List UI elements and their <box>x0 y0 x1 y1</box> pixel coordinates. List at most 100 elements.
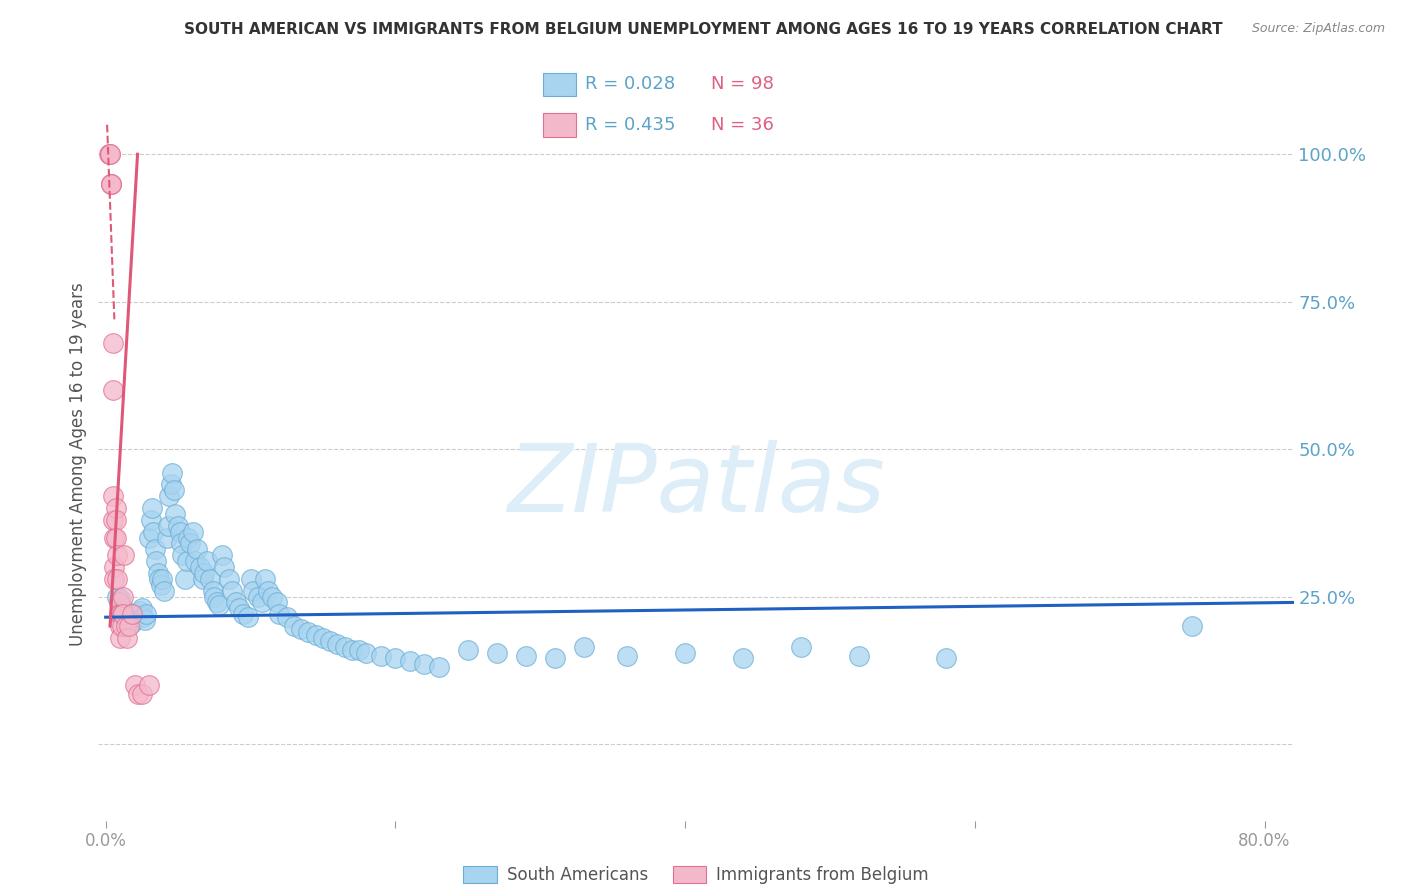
Point <box>232 607 254 622</box>
Point <box>208 599 231 613</box>
Point <box>193 566 215 580</box>
Point <box>848 648 870 663</box>
Point <box>112 601 135 615</box>
Point <box>1181 619 1204 633</box>
Legend: South Americans, Immigrants from Belgium: South Americans, Immigrants from Belgium <box>457 859 935 891</box>
Point <box>162 466 184 480</box>
Point <box>202 590 225 604</box>
Point <box>221 583 243 598</box>
Point <box>257 583 280 598</box>
Point <box>228 601 250 615</box>
Point <box>276 610 298 624</box>
Point <box>184 554 207 568</box>
Point <box>104 531 127 545</box>
Point <box>198 572 221 586</box>
Point <box>211 548 233 562</box>
Point <box>108 631 131 645</box>
Point <box>127 687 149 701</box>
Point <box>370 648 392 663</box>
Point <box>100 177 122 191</box>
Point <box>101 335 124 350</box>
Point <box>121 607 143 622</box>
Point <box>127 608 149 623</box>
Point <box>107 595 129 609</box>
Y-axis label: Unemployment Among Ages 16 to 19 years: Unemployment Among Ages 16 to 19 years <box>69 282 87 646</box>
Point <box>413 657 436 672</box>
Point <box>157 489 180 503</box>
Text: N = 36: N = 36 <box>711 116 775 134</box>
Point <box>246 590 269 604</box>
Point <box>145 554 167 568</box>
Point <box>103 572 125 586</box>
Point <box>103 531 125 545</box>
Point <box>148 572 170 586</box>
Bar <box>543 72 576 96</box>
Point <box>269 607 291 622</box>
Point <box>399 654 422 668</box>
Point <box>131 601 153 615</box>
Point <box>297 624 319 639</box>
Bar <box>543 113 576 137</box>
Point <box>427 660 450 674</box>
Point <box>172 548 194 562</box>
Point <box>118 619 141 633</box>
Point <box>105 590 128 604</box>
Point <box>176 554 198 568</box>
Point <box>163 483 186 498</box>
Point <box>195 554 218 568</box>
Point <box>250 595 273 609</box>
Point <box>104 513 127 527</box>
Point <box>616 648 638 663</box>
Point <box>103 560 125 574</box>
Point <box>100 177 122 191</box>
Point <box>104 501 127 516</box>
Point <box>108 619 131 633</box>
Point <box>935 651 957 665</box>
Point <box>152 583 174 598</box>
Point <box>242 583 264 598</box>
Point <box>107 607 129 622</box>
Point <box>191 572 214 586</box>
Point <box>124 678 146 692</box>
Point <box>139 513 162 527</box>
Point <box>112 590 135 604</box>
Point <box>225 595 247 609</box>
Point <box>114 548 136 562</box>
Point <box>146 566 169 580</box>
Point <box>98 147 121 161</box>
Point <box>108 607 131 622</box>
Point <box>333 640 356 654</box>
Point <box>100 177 122 191</box>
Point <box>155 531 177 545</box>
Text: SOUTH AMERICAN VS IMMIGRANTS FROM BELGIUM UNEMPLOYMENT AMONG AGES 16 TO 19 YEARS: SOUTH AMERICAN VS IMMIGRANTS FROM BELGIU… <box>184 22 1222 37</box>
Point <box>169 524 191 539</box>
Point <box>319 633 342 648</box>
Point <box>138 531 160 545</box>
Point <box>384 651 406 665</box>
Point <box>101 489 124 503</box>
Point <box>340 642 363 657</box>
Point <box>214 560 236 574</box>
Point <box>181 524 204 539</box>
Point <box>186 542 208 557</box>
Point <box>110 607 132 622</box>
Point <box>135 607 157 622</box>
Point <box>110 619 132 633</box>
Point <box>253 572 276 586</box>
Point <box>290 622 312 636</box>
Point <box>101 383 124 397</box>
Point <box>101 513 124 527</box>
Point <box>134 613 156 627</box>
Point <box>205 595 228 609</box>
Point <box>201 583 224 598</box>
Point <box>115 619 138 633</box>
Point <box>141 501 163 516</box>
Point <box>236 610 259 624</box>
Point <box>262 590 284 604</box>
Text: ZIPatlas: ZIPatlas <box>508 440 884 531</box>
Point <box>673 646 696 660</box>
Point <box>515 648 537 663</box>
Point <box>105 548 128 562</box>
Point <box>165 507 187 521</box>
Text: R = 0.028: R = 0.028 <box>585 76 675 94</box>
